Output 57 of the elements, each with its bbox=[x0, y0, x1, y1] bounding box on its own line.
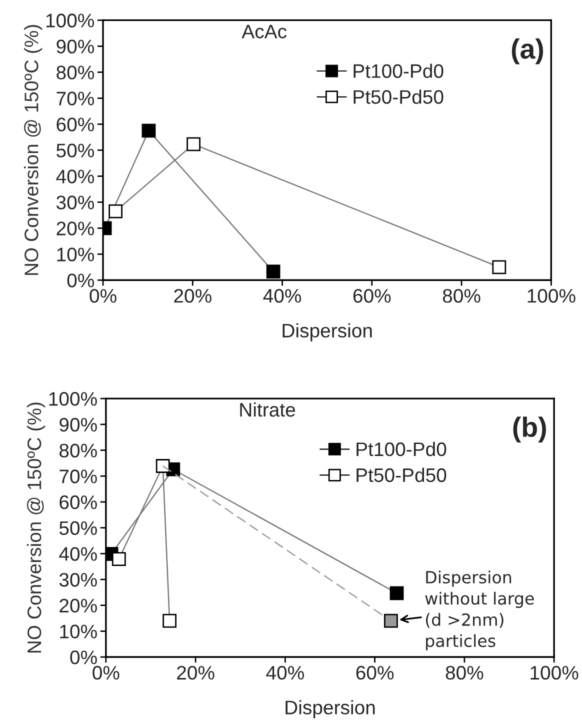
x-tick-label: 20% bbox=[174, 288, 212, 303]
x-tick-label: 60% bbox=[356, 666, 394, 680]
chart-title: Nitrate bbox=[240, 402, 296, 417]
y-tick-label: 60% bbox=[56, 118, 94, 132]
y-tick-label: 10% bbox=[57, 248, 94, 262]
x-tick-label: 100% bbox=[528, 288, 576, 303]
point bbox=[384, 614, 398, 628]
y-tick-label: 80% bbox=[60, 444, 97, 458]
y-tick-label: 40% bbox=[56, 170, 94, 184]
x-tick-label: 40% bbox=[263, 288, 302, 303]
y-tick-label: 30% bbox=[56, 196, 94, 210]
point bbox=[390, 586, 404, 600]
x-tick-label: 40% bbox=[266, 666, 304, 680]
point bbox=[112, 552, 126, 566]
y-tick-label: 20% bbox=[56, 222, 94, 236]
y-tick-label: 100% bbox=[49, 392, 97, 406]
x-axis-title: Dispersion bbox=[282, 323, 372, 342]
point bbox=[186, 137, 200, 152]
chart-title: AcAc bbox=[242, 24, 287, 38]
y-tick-label: 40% bbox=[59, 547, 97, 561]
point bbox=[266, 264, 280, 279]
x-tick-label: 60% bbox=[353, 288, 391, 303]
y-tick-label: 70% bbox=[56, 92, 94, 106]
x-tick-label: 0% bbox=[90, 288, 116, 303]
annotation: (b) bbox=[513, 416, 546, 443]
x-tick-label: 80% bbox=[446, 666, 484, 680]
point bbox=[142, 124, 156, 138]
y-tick-label: 0% bbox=[67, 274, 94, 288]
point bbox=[108, 204, 123, 218]
y-tick-label: 50% bbox=[56, 144, 94, 158]
x-tick-label: 100% bbox=[530, 666, 578, 680]
y-tick-label: 90% bbox=[56, 40, 94, 54]
point bbox=[492, 260, 506, 274]
annotation: Dispersion without large (d >2nm) particles bbox=[425, 570, 534, 650]
y-tick-label: 10% bbox=[60, 624, 97, 638]
y-tick-label: 0% bbox=[70, 650, 97, 664]
x-tick-label: 80% bbox=[442, 288, 480, 303]
y-tick-label: 80% bbox=[56, 66, 94, 80]
x-tick-label: 0% bbox=[92, 666, 120, 680]
y-tick-label: 70% bbox=[60, 470, 97, 484]
y-tick-label: 60% bbox=[60, 495, 97, 510]
y-tick-label: 90% bbox=[60, 418, 97, 432]
legend-label: Pt100-Pd0 bbox=[354, 64, 444, 78]
y-tick-label: 100% bbox=[46, 14, 94, 28]
y-axis-title: NO Conversion @ 150ºC (%) bbox=[24, 25, 42, 275]
point bbox=[156, 459, 170, 473]
y-tick-label: 50% bbox=[59, 521, 97, 536]
x-tick-label: 20% bbox=[177, 666, 214, 680]
legend-label: Pt50-Pd50 bbox=[356, 468, 446, 482]
y-tick-label: 30% bbox=[59, 572, 97, 587]
y-tick-label: 20% bbox=[60, 598, 97, 613]
legend-label: Pt50-Pd50 bbox=[354, 90, 444, 104]
annotation: (a) bbox=[512, 38, 544, 64]
y-axis-title: NO Conversion @ 150ºC (%) bbox=[26, 402, 46, 653]
point bbox=[162, 614, 177, 628]
x-axis-title: Dispersion bbox=[286, 700, 375, 718]
legend-label: Pt100-Pd0 bbox=[356, 442, 446, 456]
